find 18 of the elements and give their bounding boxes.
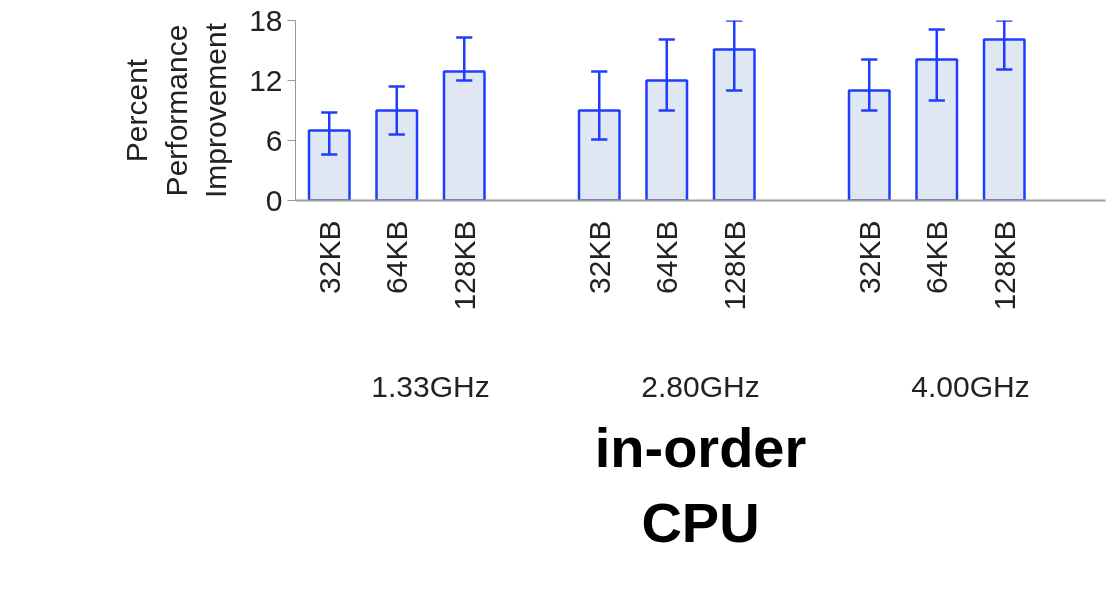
x-tick-label: 64KB <box>380 220 414 294</box>
x-tick-label: 128KB <box>987 220 1021 311</box>
x-axis-title: in-order CPU <box>594 415 807 555</box>
x-tick-label: 128KB <box>717 220 751 311</box>
y-tick-label: 6 <box>265 123 283 157</box>
y-axis-title: Percent Performance Improvement <box>119 22 233 199</box>
y-tick-label: 18 <box>249 3 283 37</box>
x-tick-label: 32KB <box>312 220 346 294</box>
x-tick-label: 32KB <box>582 220 616 294</box>
x-tick-label: 64KB <box>920 220 954 294</box>
text: 1.33GHz <box>371 369 490 403</box>
y-tick-label: 12 <box>249 63 283 97</box>
text: 4.00GHz <box>911 369 1030 403</box>
x-tick-label: 128KB <box>447 220 481 311</box>
x-tick-label: 64KB <box>650 220 684 294</box>
text: 2.80GHz <box>641 369 760 403</box>
x-tick-label: 32KB <box>852 220 886 294</box>
y-tick-label: 0 <box>265 183 283 217</box>
